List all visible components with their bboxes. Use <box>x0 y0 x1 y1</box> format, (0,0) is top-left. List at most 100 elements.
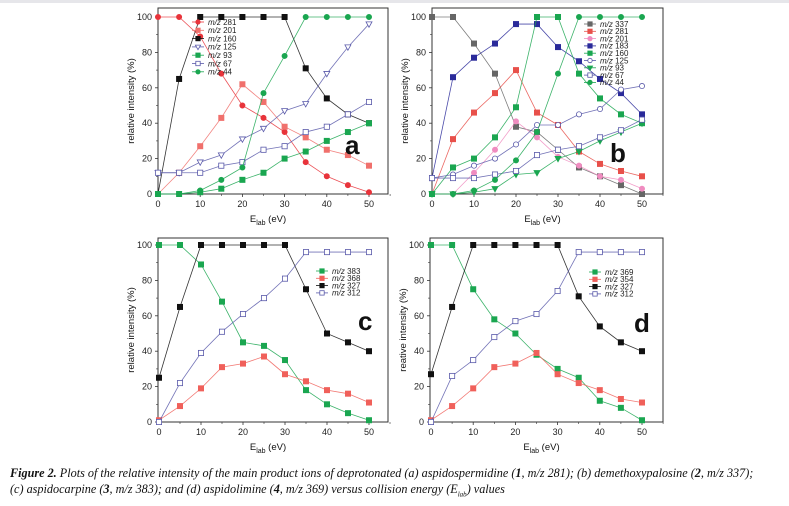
legend-label-mz: m/z <box>605 290 620 299</box>
data-point <box>323 123 330 130</box>
legend-label-value: 125 <box>615 56 629 65</box>
data-point <box>491 90 498 97</box>
data-point <box>639 111 646 118</box>
data-point <box>513 21 520 28</box>
data-point <box>281 371 288 378</box>
data-point <box>491 316 498 323</box>
caption-fragment: , m/z 383); and (d) aspidolimine ( <box>109 482 274 496</box>
data-point <box>323 401 330 408</box>
data-point <box>302 13 309 20</box>
data-point <box>428 13 435 20</box>
data-point <box>555 44 562 51</box>
data-point <box>197 241 204 248</box>
data-point <box>281 275 288 282</box>
data-point <box>260 241 267 248</box>
data-point <box>302 387 309 394</box>
x-axis-label-sub: lab <box>256 448 265 455</box>
data-point <box>618 13 625 20</box>
data-point <box>491 176 498 183</box>
figure-caption: Figure 2. Plots of the relative intensit… <box>10 465 785 502</box>
data-point <box>617 404 624 411</box>
data-point <box>470 109 477 116</box>
panel-d: 0 10 20 30 40 50 0 20 40 60 80 100 Elab (eV) reative … <box>398 237 664 455</box>
data-point <box>218 328 225 335</box>
legend-label-value: 201 <box>223 26 237 35</box>
data-point <box>597 75 604 82</box>
data-point <box>470 187 477 194</box>
data-point <box>576 70 583 77</box>
data-point <box>218 298 225 305</box>
legend-label: m/z 93 <box>208 51 233 60</box>
legend-label-value: 201 <box>615 34 629 43</box>
legend-label-mz: m/z <box>208 59 223 68</box>
series-m-z-125 <box>428 83 646 182</box>
legend-label-value: 368 <box>347 274 361 283</box>
data-point <box>281 155 288 162</box>
data-point <box>491 334 498 341</box>
legend-label: m/z 67 <box>208 59 233 68</box>
legend-label-value: 337 <box>615 20 629 29</box>
legend-marker <box>587 28 593 34</box>
data-point <box>449 164 456 171</box>
legend-label: m/z 369 <box>605 268 634 277</box>
data-point <box>176 241 183 248</box>
data-point <box>365 21 373 29</box>
data-point <box>576 13 583 20</box>
legend-label-mz: m/z <box>208 18 223 27</box>
y-tick-label: 20 <box>414 382 424 392</box>
legend-label-mz: m/z <box>605 268 620 277</box>
data-point <box>323 387 330 394</box>
data-point <box>197 349 204 356</box>
data-point <box>281 13 288 20</box>
data-point <box>280 108 289 115</box>
data-point <box>575 374 582 381</box>
data-point <box>533 311 540 318</box>
data-point <box>323 146 330 153</box>
data-point <box>597 160 604 167</box>
data-point <box>618 176 625 183</box>
legend-label: m/z 383 <box>332 267 361 276</box>
data-point <box>197 13 204 20</box>
caption-fragment: 2 <box>694 466 701 480</box>
y-tick-label: 0 <box>147 189 152 199</box>
legend-marker <box>195 52 201 58</box>
y-tick-label: 0 <box>419 417 424 427</box>
x-tick-label: 20 <box>511 199 521 209</box>
data-point <box>176 75 183 82</box>
legend-marker <box>195 36 201 42</box>
data-point <box>513 167 520 174</box>
data-point <box>449 74 456 81</box>
data-point <box>533 170 541 177</box>
legend-label-value: 312 <box>347 289 361 298</box>
x-axis-label: Elab (eV) <box>250 442 286 455</box>
panel-b: 0 10 20 30 40 50 0 20 40 60 80 100 Elab (eV) relative… <box>400 7 664 227</box>
legend-label: m/z 327 <box>605 282 634 291</box>
legend-label-value: 383 <box>347 267 361 276</box>
data-point <box>427 371 434 378</box>
legend-label-mz: m/z <box>208 43 223 52</box>
data-point <box>576 162 583 169</box>
legend-marker <box>592 291 598 297</box>
data-point <box>281 357 288 364</box>
x-axis-label-unit: (eV) <box>540 214 561 225</box>
series-m-z-44 <box>154 13 372 197</box>
data-point <box>239 241 246 248</box>
y-axis-label: relative intensity (%) <box>126 58 137 144</box>
data-point <box>597 106 604 113</box>
legend-label-mz: m/z <box>332 289 347 298</box>
legend-label-value: 160 <box>223 34 237 43</box>
data-point <box>239 81 246 88</box>
data-point <box>344 390 351 397</box>
data-point <box>470 357 477 364</box>
data-point <box>154 169 161 176</box>
caption-text-1: Plots of the relative intensity of the m… <box>57 466 754 480</box>
data-point <box>554 371 561 378</box>
data-point <box>323 71 331 78</box>
y-tick-label: 0 <box>421 189 426 199</box>
legend-label-mz: m/z <box>605 282 620 291</box>
legend-label-value: 44 <box>615 78 624 87</box>
legend-label-value: 281 <box>615 27 629 36</box>
data-point <box>365 13 372 20</box>
